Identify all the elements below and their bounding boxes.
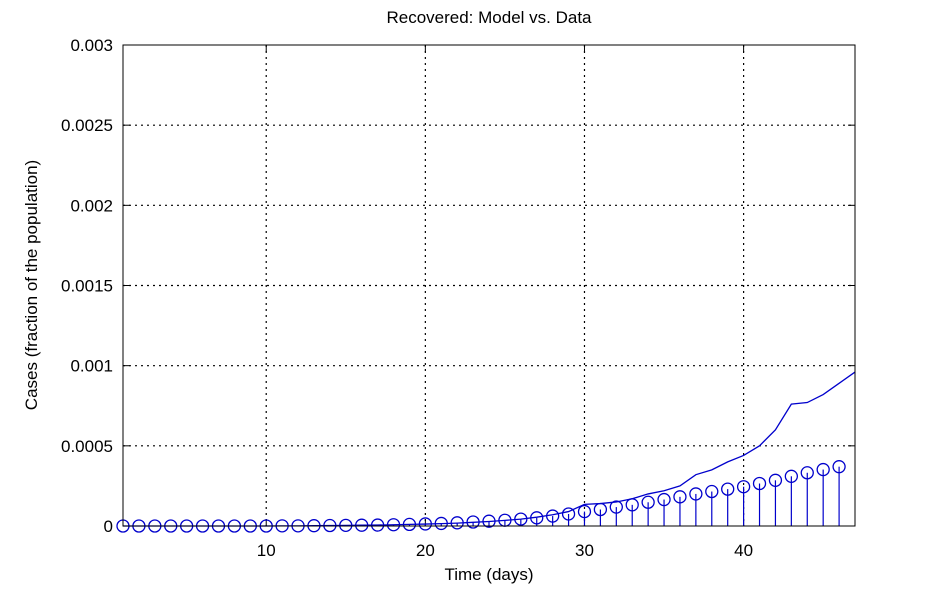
x-tick-label: 40 bbox=[734, 541, 753, 560]
data-point bbox=[546, 509, 560, 523]
data-point bbox=[355, 518, 369, 532]
y-tick-label: 0.0025 bbox=[61, 116, 113, 135]
data-point bbox=[657, 492, 671, 507]
x-tick-label: 20 bbox=[416, 541, 435, 560]
chart-title: Recovered: Model vs. Data bbox=[386, 8, 592, 27]
data-point bbox=[625, 498, 639, 512]
data-point bbox=[530, 511, 544, 525]
data-point bbox=[514, 512, 528, 526]
grid-layer bbox=[123, 45, 855, 526]
series-layer bbox=[116, 371, 856, 533]
model-line bbox=[123, 371, 856, 527]
data-point bbox=[689, 487, 703, 501]
data-point bbox=[482, 514, 496, 528]
data-point bbox=[673, 490, 687, 504]
y-axis-label: Cases (fraction of the population) bbox=[22, 160, 41, 410]
tick-layer: 10 20 30 40 0 0.0005 0.001 0.0015 0.002 0.0025 0.0… bbox=[61, 36, 855, 560]
data-point bbox=[450, 516, 464, 530]
data-point bbox=[402, 517, 417, 532]
data-point bbox=[800, 466, 814, 480]
x-tick-label: 30 bbox=[575, 541, 594, 560]
data-point bbox=[434, 516, 448, 531]
y-tick-label: 0.0015 bbox=[61, 277, 113, 296]
data-point bbox=[768, 473, 783, 487]
data-point bbox=[609, 500, 623, 514]
data-point bbox=[339, 518, 353, 533]
y-tick-label: 0.002 bbox=[70, 196, 113, 215]
data-point bbox=[577, 504, 592, 519]
data-point bbox=[593, 502, 608, 517]
data-point bbox=[386, 518, 401, 532]
data-point bbox=[816, 462, 830, 477]
y-tick-label: 0.001 bbox=[70, 357, 113, 376]
plot-frame bbox=[122, 44, 856, 527]
x-axis-label: Time (days) bbox=[444, 565, 533, 584]
data-point bbox=[832, 460, 846, 474]
data-point bbox=[418, 517, 432, 531]
y-tick-label: 0.0005 bbox=[61, 437, 113, 456]
data-point bbox=[641, 495, 655, 509]
x-tick-label: 10 bbox=[257, 541, 276, 560]
data-point bbox=[784, 469, 798, 483]
data-point bbox=[370, 518, 385, 532]
data-point bbox=[752, 476, 767, 491]
data-point bbox=[705, 484, 719, 499]
y-tick-label: 0 bbox=[104, 517, 113, 536]
data-point bbox=[466, 515, 480, 529]
data-point bbox=[721, 482, 735, 496]
data-point bbox=[736, 480, 751, 494]
y-tick-label: 0.003 bbox=[70, 36, 113, 55]
data-point bbox=[561, 507, 576, 521]
